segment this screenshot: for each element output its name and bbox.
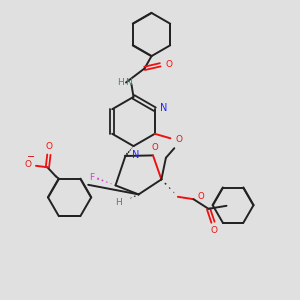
Text: H: H (117, 78, 124, 87)
Text: N: N (132, 149, 140, 160)
Text: N: N (160, 103, 167, 113)
Text: N: N (126, 78, 132, 87)
Text: H: H (116, 198, 122, 207)
Text: −: − (26, 152, 35, 162)
Text: O: O (46, 142, 53, 151)
Text: O: O (210, 226, 217, 235)
Text: O: O (165, 60, 172, 69)
Text: O: O (175, 135, 182, 144)
Text: O: O (198, 192, 204, 201)
Text: O: O (151, 143, 158, 152)
Text: O: O (24, 160, 31, 169)
Text: F: F (89, 173, 94, 182)
